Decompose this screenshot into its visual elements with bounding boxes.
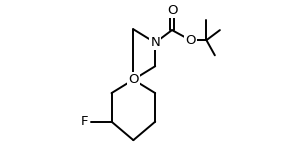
Text: N: N — [150, 36, 160, 49]
Text: O: O — [128, 73, 139, 86]
Text: O: O — [185, 34, 196, 47]
Text: O: O — [167, 4, 177, 17]
Text: F: F — [81, 115, 88, 128]
